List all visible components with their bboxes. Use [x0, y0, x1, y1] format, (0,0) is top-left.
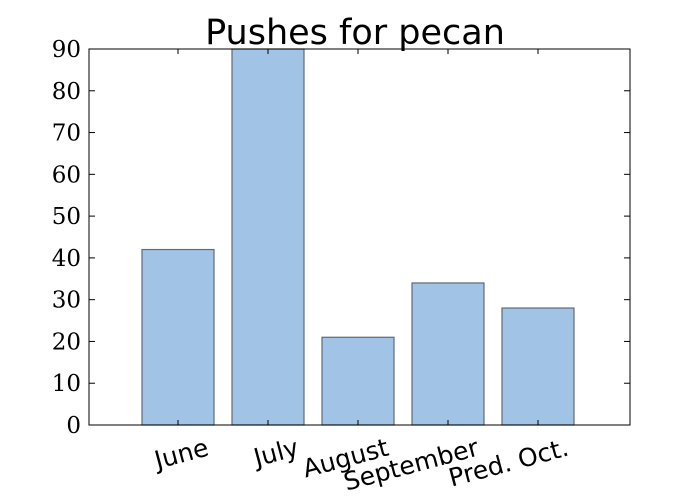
x-tick-label: June [150, 433, 212, 476]
bar-august [321, 336, 395, 426]
y-tick-label: 80 [52, 79, 81, 105]
chart-title: Pushes for pecan [205, 13, 505, 53]
y-tick-label: 20 [52, 329, 81, 355]
y-tick-label: 60 [52, 162, 81, 188]
y-tick-label: 90 [52, 37, 81, 63]
x-tick-label: July [249, 433, 302, 473]
y-tick-label: 50 [52, 204, 81, 230]
plot-frame [88, 48, 631, 426]
y-tick-label: 0 [66, 413, 81, 439]
y-tick-label: 30 [52, 288, 81, 314]
y-tick-label: 70 [52, 121, 81, 147]
y-axis: 0 10 20 30 40 50 60 70 80 90 [52, 37, 630, 439]
y-tick-label: 40 [52, 246, 81, 272]
y-tick-label: 10 [52, 371, 81, 397]
bar-pred-oct [501, 307, 575, 426]
bar-june [141, 248, 215, 426]
bar-july [231, 48, 305, 426]
bar-september [411, 282, 485, 426]
bars-group [141, 48, 575, 426]
